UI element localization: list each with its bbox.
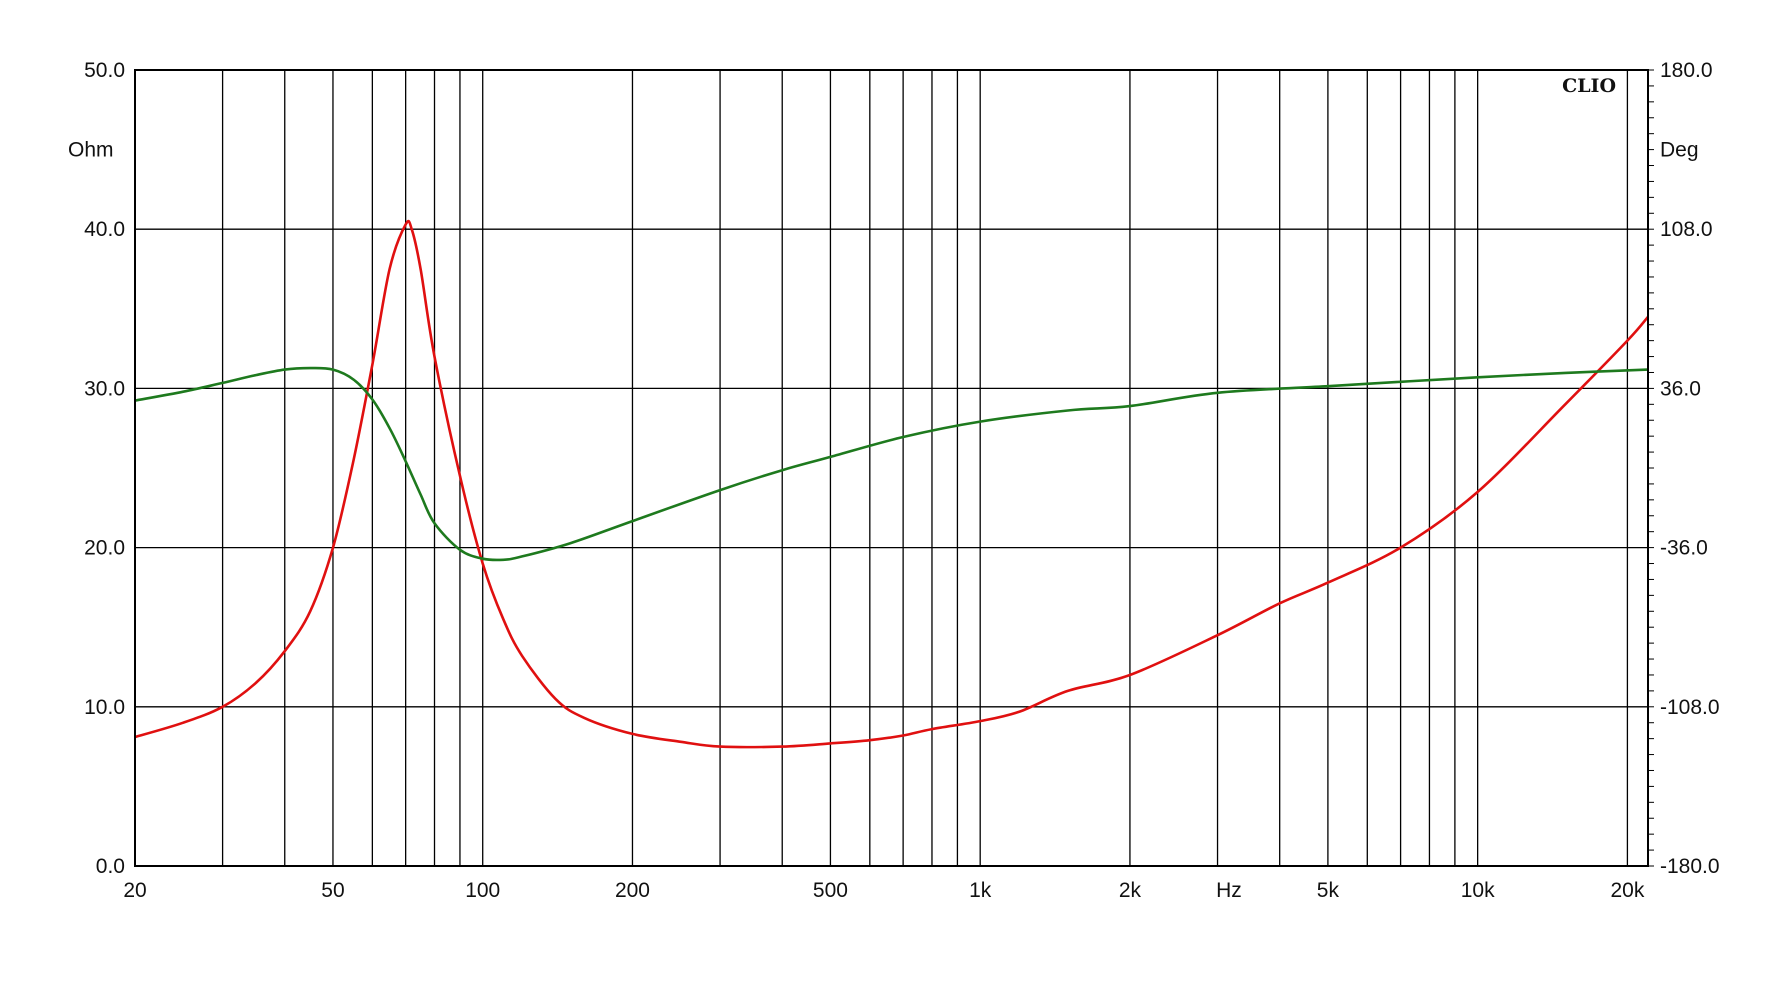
clio-logo: CLIO (1562, 75, 1616, 97)
y-left-tick-label: 40.0 (84, 218, 125, 241)
impedance-curve (134, 219, 1649, 749)
y-right-axis-label: Deg (1660, 139, 1699, 162)
tick-labels: 0.0 10.0 20.0 30.0 40.0 50.0 -180.0 -108.0 -36.0… (68, 59, 1720, 902)
plot-frame (134, 69, 1649, 867)
y-left-axis-label: Ohm (68, 139, 114, 162)
series-layer (134, 219, 1649, 749)
phase-curve (134, 366, 1649, 562)
x-tick-label: 5k (1317, 879, 1340, 902)
y-right-tick-label: -108.0 (1660, 696, 1720, 719)
x-tick-label: 10k (1461, 879, 1495, 902)
x-tick-label: 2k (1119, 879, 1142, 902)
y-right-tick-label: 36.0 (1660, 377, 1701, 400)
x-tick-label: 20 (123, 879, 146, 902)
y-right-tick-label: 108.0 (1660, 218, 1713, 241)
y-left-tick-label: 30.0 (84, 377, 125, 400)
x-axis-unit-label: Hz (1216, 879, 1242, 902)
x-tick-label: 500 (813, 879, 848, 902)
y-left-tick-label: 50.0 (84, 59, 125, 82)
x-tick-label: 200 (615, 879, 650, 902)
y-left-tick-label: 20.0 (84, 537, 125, 560)
y-left-tick-label: 0.0 (96, 855, 125, 878)
y-left-tick-label: 10.0 (84, 696, 125, 719)
x-tick-label: 50 (321, 879, 344, 902)
x-tick-label: 20k (1610, 879, 1644, 902)
x-tick-label: 100 (465, 879, 500, 902)
x-tick-label: 1k (969, 879, 992, 902)
y-right-tick-label: -180.0 (1660, 855, 1720, 878)
y-right-tick-label: 180.0 (1660, 59, 1713, 82)
y-right-tick-label: -36.0 (1660, 537, 1708, 560)
